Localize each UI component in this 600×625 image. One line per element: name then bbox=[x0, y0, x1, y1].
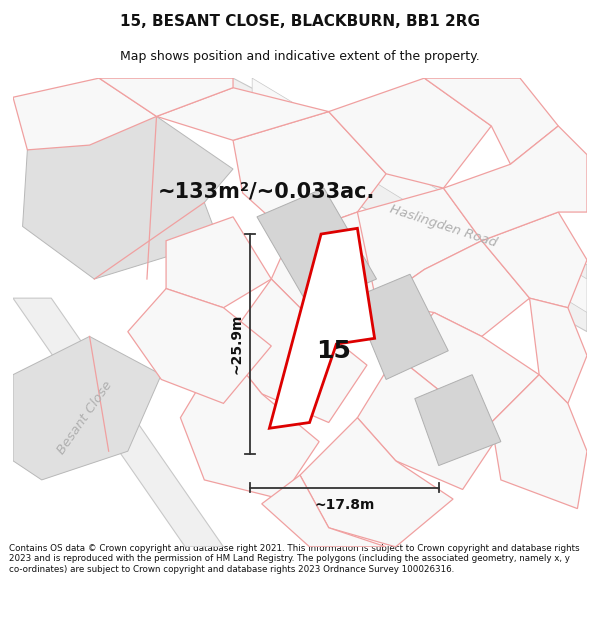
Text: ~25.9m: ~25.9m bbox=[230, 314, 244, 374]
Polygon shape bbox=[157, 88, 329, 140]
Text: Haslingden Road: Haslingden Road bbox=[388, 203, 499, 250]
Polygon shape bbox=[482, 212, 587, 308]
Polygon shape bbox=[329, 78, 491, 188]
Polygon shape bbox=[358, 356, 501, 489]
Text: Besant Close: Besant Close bbox=[55, 379, 115, 457]
Polygon shape bbox=[269, 228, 374, 428]
Text: 15, BESANT CLOSE, BLACKBURN, BB1 2RG: 15, BESANT CLOSE, BLACKBURN, BB1 2RG bbox=[120, 14, 480, 29]
Polygon shape bbox=[190, 78, 587, 332]
Text: ~133m²/~0.033ac.: ~133m²/~0.033ac. bbox=[158, 181, 375, 201]
Polygon shape bbox=[395, 312, 539, 422]
Polygon shape bbox=[181, 346, 319, 499]
Polygon shape bbox=[377, 241, 530, 336]
Polygon shape bbox=[166, 217, 271, 308]
Polygon shape bbox=[491, 374, 587, 509]
Polygon shape bbox=[262, 475, 386, 547]
Polygon shape bbox=[257, 188, 377, 308]
Polygon shape bbox=[23, 116, 233, 279]
Polygon shape bbox=[128, 289, 271, 403]
Polygon shape bbox=[233, 112, 386, 236]
Text: 15: 15 bbox=[316, 339, 351, 362]
Polygon shape bbox=[13, 298, 223, 547]
Polygon shape bbox=[300, 418, 453, 547]
Polygon shape bbox=[443, 126, 587, 241]
Polygon shape bbox=[223, 279, 367, 422]
Polygon shape bbox=[252, 78, 587, 312]
Text: Map shows position and indicative extent of the property.: Map shows position and indicative extent… bbox=[120, 50, 480, 62]
Polygon shape bbox=[13, 336, 161, 480]
Polygon shape bbox=[424, 78, 558, 164]
Polygon shape bbox=[271, 212, 415, 327]
Polygon shape bbox=[99, 78, 233, 116]
Polygon shape bbox=[415, 374, 501, 466]
Polygon shape bbox=[13, 78, 157, 150]
Text: Contains OS data © Crown copyright and database right 2021. This information is : Contains OS data © Crown copyright and d… bbox=[9, 544, 580, 574]
Text: ~17.8m: ~17.8m bbox=[314, 498, 374, 512]
Polygon shape bbox=[530, 298, 587, 403]
Polygon shape bbox=[353, 274, 448, 379]
Polygon shape bbox=[358, 188, 482, 303]
